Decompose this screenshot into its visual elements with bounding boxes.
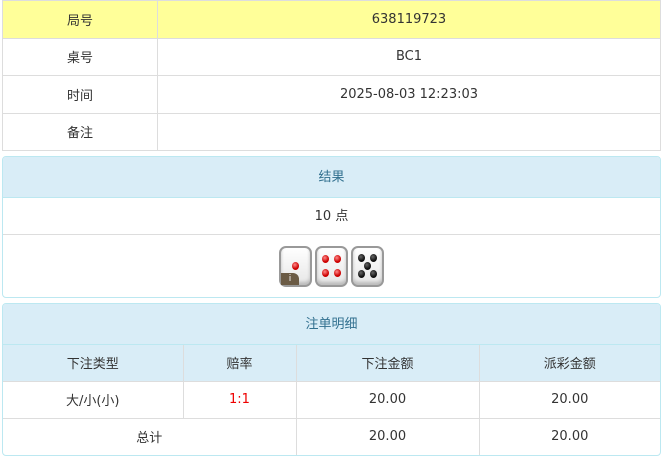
info-icon[interactable]: i	[281, 272, 299, 285]
label: 备注	[2, 112, 158, 151]
result-panel: 结果 10 点 i	[2, 156, 661, 298]
die-pip	[321, 269, 329, 278]
die-pip	[370, 253, 378, 262]
header-amount: 下注金额	[295, 345, 479, 382]
die-pip	[357, 270, 365, 279]
die-pip	[334, 269, 342, 278]
total-amount: 20.00	[295, 417, 479, 455]
bet-header-row: 下注类型 赔率 下注金额 派彩金额	[3, 345, 660, 382]
die-pip	[370, 270, 378, 279]
total-label: 总计	[3, 417, 296, 455]
die-5	[351, 245, 384, 287]
remark	[157, 112, 661, 151]
die-1: i	[279, 245, 312, 287]
bet-payout: 20.00	[478, 380, 660, 419]
die-pip	[321, 254, 329, 263]
round-info-table: 局号 638119723 桌号 BC1 时间 2025-08-03 12:23:03 …	[2, 0, 661, 151]
bet-odds: 1:1	[182, 380, 296, 419]
bet-type: 大/小(小)	[3, 380, 183, 419]
table-id-row: 桌号 BC1	[2, 37, 661, 76]
result-title: 结果	[3, 157, 660, 198]
round-id: 638119723	[157, 0, 661, 39]
remark-row: 备注	[2, 112, 661, 151]
table-id: BC1	[157, 37, 661, 76]
die-pip	[357, 253, 365, 262]
label: 局号	[2, 0, 158, 39]
die-4	[315, 245, 348, 287]
die-pip	[334, 254, 342, 263]
die-pip	[292, 262, 299, 270]
bet-details-title: 注单明细	[3, 304, 660, 345]
round-id-row: 局号 638119723	[2, 0, 661, 39]
dice-group: i	[279, 245, 384, 287]
time-row: 时间 2025-08-03 12:23:03	[2, 75, 661, 114]
header-odds: 赔率	[182, 345, 296, 382]
result-points: 10 点	[3, 198, 660, 235]
label: 桌号	[2, 37, 158, 76]
bet-amount: 20.00	[295, 380, 479, 419]
bet-row: 大/小(小) 1:1 20.00 20.00	[3, 380, 660, 419]
header-type: 下注类型	[3, 345, 183, 382]
total-payout: 20.00	[478, 417, 660, 455]
label: 时间	[2, 75, 158, 114]
bet-table: 下注类型 赔率 下注金额 派彩金额 大/小(小) 1:1 20.00 20.00…	[3, 345, 660, 455]
die-pip	[364, 262, 371, 270]
header-payout: 派彩金额	[478, 345, 660, 382]
time: 2025-08-03 12:23:03	[157, 75, 661, 114]
total-row: 总计 20.00 20.00	[3, 417, 660, 455]
bet-details-panel: 注单明细 下注类型 赔率 下注金额 派彩金额 大/小(小) 1:1 20.00 …	[2, 303, 661, 456]
